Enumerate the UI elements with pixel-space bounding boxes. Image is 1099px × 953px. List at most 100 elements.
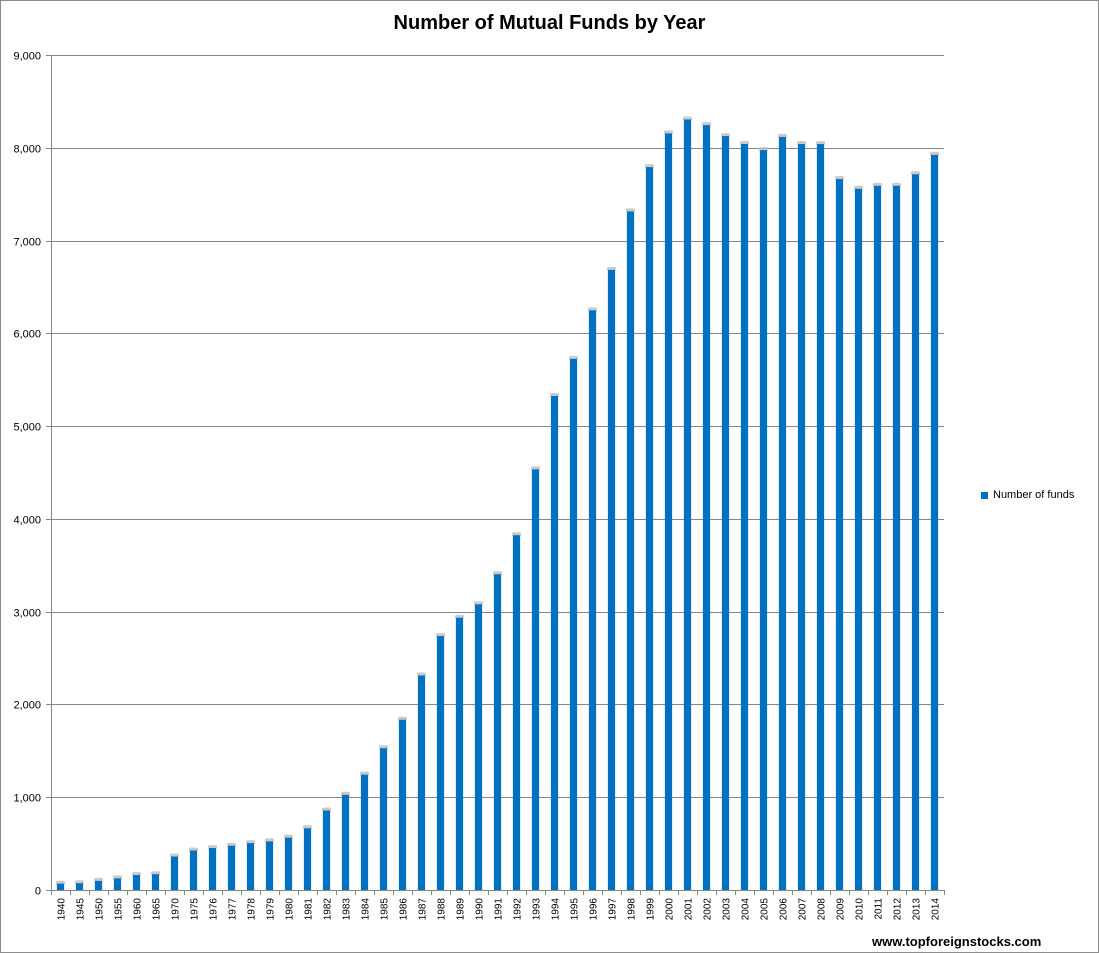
x-tick-label: 1986	[399, 898, 410, 921]
legend-swatch	[981, 491, 988, 499]
y-tick-label: 4,000	[13, 515, 41, 527]
x-tick-label: 2012	[893, 898, 904, 921]
x-tick-label: 2006	[779, 898, 790, 921]
x-tick-label: 1960	[133, 898, 144, 921]
x-tick-label: 1955	[114, 898, 125, 921]
x-tick-label: 2014	[931, 898, 942, 921]
x-axis-ticks: 1940 1945 1950 1955 1960 1965 1970 1975 1976 1977…	[51, 890, 945, 921]
x-tick-label: 2002	[703, 898, 714, 921]
x-tick-label: 2013	[912, 898, 923, 921]
bar	[930, 154, 939, 891]
x-tick-label: 1985	[380, 898, 391, 921]
x-axis	[51, 55, 944, 891]
x-tick-label: 1994	[551, 898, 562, 921]
y-tick-label: 5,000	[13, 422, 41, 434]
x-tick-label: 1983	[342, 898, 353, 921]
x-tick-label: 1991	[494, 898, 505, 921]
x-tick-label: 1950	[95, 898, 106, 921]
bar	[626, 211, 635, 890]
x-tick-label: 1970	[171, 898, 182, 921]
bar	[569, 358, 578, 890]
bar	[265, 841, 274, 890]
x-tick-label: 2000	[665, 898, 676, 921]
x-tick-label: 2003	[722, 898, 733, 921]
x-tick-label: 1981	[304, 898, 315, 921]
x-tick-label: 1977	[228, 898, 239, 921]
bar	[607, 269, 616, 891]
x-tick-label: 1997	[608, 898, 619, 921]
bar	[474, 604, 483, 890]
bar	[417, 675, 426, 890]
bar	[531, 469, 540, 890]
bar	[170, 856, 179, 890]
bar	[588, 310, 597, 890]
bar	[227, 845, 236, 890]
bar	[94, 880, 103, 890]
bar	[835, 179, 844, 890]
bar	[360, 774, 369, 890]
y-tick-label: 1,000	[13, 793, 41, 805]
bar	[797, 144, 806, 891]
bar	[778, 136, 787, 890]
legend-label: Number of funds	[993, 489, 1075, 501]
bar	[322, 810, 331, 890]
x-tick-label: 1988	[437, 898, 448, 921]
x-tick-label: 1987	[418, 898, 429, 921]
bar	[512, 535, 521, 890]
x-tick-label: 1993	[532, 898, 543, 921]
x-tick-label: 1940	[57, 898, 68, 921]
bar	[911, 174, 920, 890]
y-tick-label: 6,000	[13, 329, 41, 341]
bar	[854, 188, 863, 891]
x-tick-label: 2010	[855, 898, 866, 921]
bar	[56, 883, 65, 890]
bar	[246, 843, 255, 890]
x-tick-label: 2009	[836, 898, 847, 921]
bar	[892, 185, 901, 891]
y-tick-label: 2,000	[13, 700, 41, 712]
bar	[493, 574, 502, 890]
y-axis-ticks: 0 1,000 2,000 3,000 4,000 5,000 6,000 7,000 8,00…	[13, 51, 51, 898]
y-tick-label: 0	[35, 886, 41, 898]
x-tick-label: 1975	[190, 898, 201, 921]
x-tick-label: 1980	[285, 898, 296, 921]
x-tick-label: 1990	[475, 898, 486, 921]
y-tick-label: 9,000	[13, 51, 41, 63]
bar	[702, 125, 711, 890]
bar	[455, 617, 464, 890]
watermark-text: www.topforeignstocks.com	[872, 934, 1042, 949]
x-tick-label: 1978	[247, 898, 258, 921]
x-tick-label: 1989	[456, 898, 467, 921]
y-tick-label: 7,000	[13, 237, 41, 249]
x-tick-label: 1996	[589, 898, 600, 921]
bar	[189, 850, 198, 890]
bar	[151, 874, 160, 890]
x-tick-label: 2011	[874, 898, 885, 920]
x-tick-label: 1999	[646, 898, 657, 921]
bar	[873, 185, 882, 891]
bars	[55, 116, 940, 891]
bar	[816, 144, 825, 891]
x-tick-label: 1979	[266, 898, 277, 921]
bar	[645, 167, 654, 890]
x-tick-label: 1945	[76, 898, 87, 921]
bar	[341, 794, 350, 890]
x-tick-label: 1992	[513, 898, 524, 921]
bar	[721, 136, 730, 891]
bar	[398, 719, 407, 890]
x-tick-label: 2007	[798, 898, 809, 921]
bar	[436, 636, 445, 890]
bar	[740, 143, 749, 891]
x-tick-label: 1982	[323, 898, 334, 921]
bar	[75, 883, 84, 890]
bar	[303, 828, 312, 890]
bar	[759, 150, 768, 890]
x-tick-label: 2004	[741, 898, 752, 921]
x-tick-label: 1998	[627, 898, 638, 921]
bar	[132, 875, 141, 890]
bar	[379, 748, 388, 890]
bar	[550, 395, 559, 890]
chart-title: Number of Mutual Funds by Year	[393, 12, 706, 34]
x-tick-label: 1976	[209, 898, 220, 921]
